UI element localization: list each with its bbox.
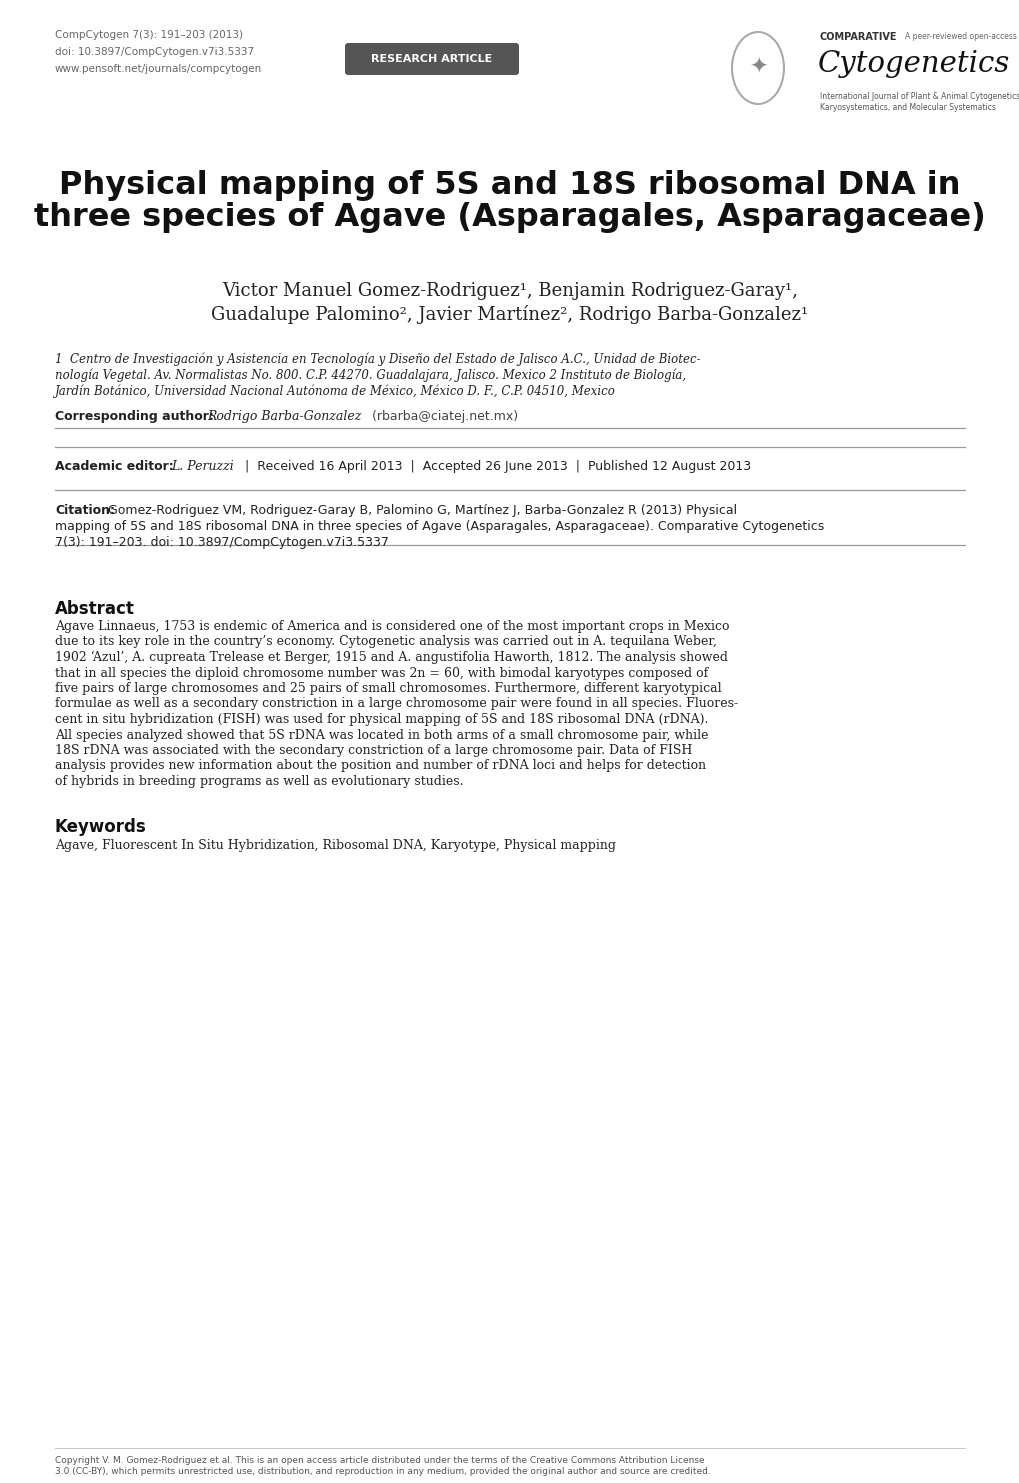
Text: 1902 ‘Azul’, A. cupreata Trelease et Berger, 1915 and A. angustifolia Haworth, 1: 1902 ‘Azul’, A. cupreata Trelease et Ber… <box>55 651 728 664</box>
Text: www.pensoft.net/journals/compcytogen: www.pensoft.net/journals/compcytogen <box>55 64 262 74</box>
Text: ✦: ✦ <box>748 58 766 79</box>
Text: formulae as well as a secondary constriction in a large chromosome pair were fou: formulae as well as a secondary constric… <box>55 697 738 710</box>
Text: Keywords: Keywords <box>55 819 147 836</box>
Text: International Journal of Plant & Animal Cytogenetics,: International Journal of Plant & Animal … <box>819 92 1019 101</box>
Text: Agave, Fluorescent In Situ Hybridization, Ribosomal DNA, Karyotype, Physical map: Agave, Fluorescent In Situ Hybridization… <box>55 838 615 851</box>
Text: COMPARATIVE: COMPARATIVE <box>819 33 897 42</box>
FancyBboxPatch shape <box>344 43 519 76</box>
Text: L. Peruzzi: L. Peruzzi <box>171 460 233 473</box>
Text: three species of Agave (Asparagales, Asparagaceae): three species of Agave (Asparagales, Asp… <box>34 202 985 233</box>
Text: Guadalupe Palomino², Javier Martínez², Rodrigo Barba-Gonzalez¹: Guadalupe Palomino², Javier Martínez², R… <box>211 305 808 323</box>
Text: Gomez-Rodriguez VM, Rodriguez-Garay B, Palomino G, Martínez J, Barba-Gonzalez R : Gomez-Rodriguez VM, Rodriguez-Garay B, P… <box>104 504 737 518</box>
Text: due to its key role in the country’s economy. Cytogenetic analysis was carried o: due to its key role in the country’s eco… <box>55 636 716 648</box>
Text: A peer-reviewed open-access journal: A peer-reviewed open-access journal <box>904 33 1019 42</box>
Text: Abstract: Abstract <box>55 601 135 618</box>
Text: mapping of 5S and 18S ribosomal DNA in three species of Agave (Asparagales, Aspa: mapping of 5S and 18S ribosomal DNA in t… <box>55 521 823 532</box>
Text: nología Vegetal. Av. Normalistas No. 800. C.P. 44270. Guadalajara, Jalisco. Mexi: nología Vegetal. Av. Normalistas No. 800… <box>55 368 686 381</box>
Text: |  Received 16 April 2013  |  Accepted 26 June 2013  |  Published 12 August 2013: | Received 16 April 2013 | Accepted 26 J… <box>236 460 750 473</box>
Text: Jardín Botánico, Universidad Nacional Autónoma de México, México D. F., C.P. 045: Jardín Botánico, Universidad Nacional Au… <box>55 384 615 397</box>
Text: 3.0 (CC-BY), which permits unrestricted use, distribution, and reproduction in a: 3.0 (CC-BY), which permits unrestricted … <box>55 1467 710 1476</box>
Text: 1  Centro de Investigación y Asistencia en Tecnología y Diseño del Estado de Jal: 1 Centro de Investigación y Asistencia e… <box>55 351 700 365</box>
Text: Cytogenetics: Cytogenetics <box>817 50 1010 79</box>
Text: All species analyzed showed that 5S rDNA was located in both arms of a small chr: All species analyzed showed that 5S rDNA… <box>55 728 708 742</box>
Text: of hybrids in breeding programs as well as evolutionary studies.: of hybrids in breeding programs as well … <box>55 776 463 787</box>
Text: Corresponding author:: Corresponding author: <box>55 409 218 423</box>
Text: doi: 10.3897/CompCytogen.v7i3.5337: doi: 10.3897/CompCytogen.v7i3.5337 <box>55 47 254 56</box>
Text: 7(3): 191–203. doi: 10.3897/CompCytogen.v7i3.5337: 7(3): 191–203. doi: 10.3897/CompCytogen.… <box>55 535 388 549</box>
Text: Victor Manuel Gomez-Rodriguez¹, Benjamin Rodriguez-Garay¹,: Victor Manuel Gomez-Rodriguez¹, Benjamin… <box>222 282 797 300</box>
Text: 18S rDNA was associated with the secondary constriction of a large chromosome pa: 18S rDNA was associated with the seconda… <box>55 744 692 756</box>
Text: five pairs of large chromosomes and 25 pairs of small chromosomes. Furthermore, : five pairs of large chromosomes and 25 p… <box>55 682 720 696</box>
Text: that in all species the diploid chromosome number was 2n = 60, with bimodal kary: that in all species the diploid chromoso… <box>55 666 707 679</box>
Text: Agave Linnaeus, 1753 is endemic of America and is considered one of the most imp: Agave Linnaeus, 1753 is endemic of Ameri… <box>55 620 729 633</box>
Text: Citation:: Citation: <box>55 504 115 518</box>
Text: (rbarba@ciatej.net.mx): (rbarba@ciatej.net.mx) <box>368 409 518 423</box>
Text: Copyright V. M. Gomez-Rodriguez et al. This is an open access article distribute: Copyright V. M. Gomez-Rodriguez et al. T… <box>55 1456 704 1465</box>
Text: Rodrigo Barba-Gonzalez: Rodrigo Barba-Gonzalez <box>207 409 361 423</box>
Text: RESEARCH ARTICLE: RESEARCH ARTICLE <box>371 53 492 64</box>
Text: CompCytogen 7(3): 191–203 (2013): CompCytogen 7(3): 191–203 (2013) <box>55 30 243 40</box>
Text: analysis provides new information about the position and number of rDNA loci and: analysis provides new information about … <box>55 759 705 773</box>
Text: Physical mapping of 5S and 18S ribosomal DNA in: Physical mapping of 5S and 18S ribosomal… <box>59 171 960 202</box>
Ellipse shape <box>732 33 784 104</box>
Text: Academic editor:: Academic editor: <box>55 460 178 473</box>
Text: Karyosystematics, and Molecular Systematics: Karyosystematics, and Molecular Systemat… <box>819 102 995 113</box>
Text: cent in situ hybridization (FISH) was used for physical mapping of 5S and 18S ri: cent in situ hybridization (FISH) was us… <box>55 713 707 727</box>
